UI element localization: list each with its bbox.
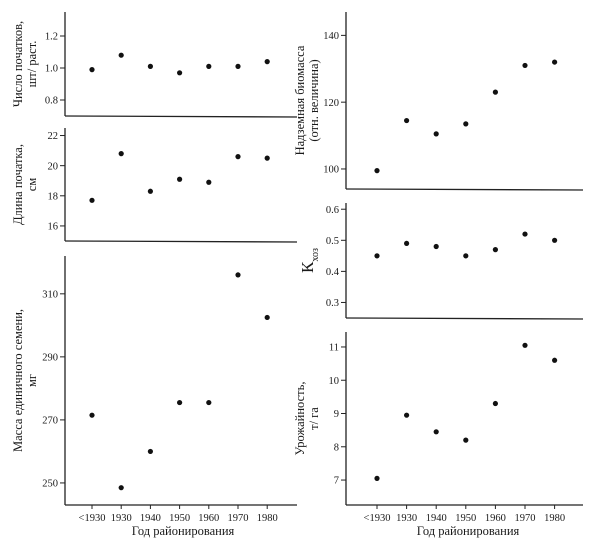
y-tick-label: 9 — [334, 409, 339, 420]
x-tick-label: 1940 — [426, 513, 447, 524]
x-tick-label: 1950 — [169, 513, 190, 524]
data-point — [206, 179, 212, 185]
data-point — [206, 399, 212, 406]
y-tick-label: 0.5 — [326, 236, 339, 247]
y-tick-label: 22 — [48, 131, 59, 142]
y-tick-label: 250 — [42, 479, 58, 490]
x-axis-line — [345, 188, 584, 191]
y-tick-label: 0.8 — [45, 96, 58, 107]
y-tick-label: 290 — [42, 353, 58, 364]
data-point — [404, 240, 410, 247]
y-tick-label: 0.3 — [326, 298, 339, 309]
x-tick-label: 1980 — [257, 513, 278, 524]
data-point — [177, 176, 183, 182]
data-point — [463, 437, 469, 443]
y-tick-label: 18 — [48, 192, 59, 203]
y-tick-label: 0.6 — [326, 205, 339, 216]
data-point — [404, 117, 410, 124]
data-point — [147, 188, 153, 194]
chart-panel-2: 16 18 20 22 Длина початка,см — [11, 128, 298, 243]
x-tick-label: 1930 — [396, 513, 417, 524]
data-point — [552, 237, 558, 243]
data-point — [552, 357, 558, 363]
y-tick-label: 16 — [48, 222, 59, 233]
data-point — [264, 314, 270, 321]
x-tick-label: <1930 — [79, 513, 106, 524]
data-point — [374, 168, 380, 174]
data-point — [118, 52, 124, 58]
data-point — [374, 475, 380, 481]
x-axis-line — [345, 317, 584, 320]
data-point — [89, 67, 95, 73]
y-axis-title: Кхоз — [298, 248, 321, 273]
data-point — [118, 485, 124, 491]
data-point — [264, 155, 270, 161]
y-tick-label: 8 — [334, 442, 339, 453]
data-point — [463, 121, 469, 127]
data-point — [374, 253, 380, 259]
y-tick-label: 310 — [42, 290, 58, 301]
data-point — [404, 412, 410, 418]
y-axis-title: Надземная биомасса(отн. величина) — [293, 45, 321, 155]
x-tick-label: 1970 — [515, 513, 536, 524]
data-point — [492, 400, 498, 407]
y-tick-label: 0.4 — [326, 267, 340, 278]
data-point — [147, 448, 153, 455]
x-axis-line — [64, 115, 298, 118]
data-point — [264, 59, 270, 65]
y-tick-label: 140 — [323, 31, 339, 42]
x-tick-label: 1980 — [544, 513, 565, 524]
y-tick-label: 10 — [329, 376, 340, 387]
data-point — [492, 89, 498, 95]
data-point — [206, 63, 212, 69]
data-point — [433, 243, 439, 250]
panels: 0.8 1.0 1.2 Число початков,шт/ раст. 16 18 20 2… — [11, 12, 584, 524]
data-point — [522, 342, 528, 348]
x-axis-title-left: Год районирования — [132, 524, 235, 538]
data-point — [463, 253, 469, 259]
data-point — [89, 197, 95, 203]
y-tick-label: 1.0 — [45, 64, 58, 75]
chart-panel-6: 7 8 9 10 11 <1930 1930 1940 1950 1960 1970 1980 Урож… — [293, 332, 583, 524]
x-tick-label: <1930 — [364, 513, 391, 524]
y-tick-label: 100 — [323, 165, 339, 176]
data-point — [177, 70, 183, 76]
data-point — [89, 412, 95, 418]
chart-panel-5: 0.3 0.4 0.5 0.6 Кхоз — [298, 203, 584, 320]
y-tick-label: 120 — [323, 98, 339, 109]
data-point — [177, 399, 183, 406]
y-axis-title: Длина початка,см — [11, 144, 39, 225]
x-tick-label: 1960 — [198, 513, 219, 524]
y-tick-label: 270 — [42, 416, 58, 427]
y-axis-title: Число початков,шт/ раст. — [11, 21, 39, 107]
x-tick-label: 1950 — [455, 513, 476, 524]
y-tick-label: 20 — [48, 161, 59, 172]
chart-panel-3: 250 270 290 310 <1930 1930 1940 1950 1960 1970 198… — [11, 256, 297, 524]
y-tick-label: 11 — [329, 343, 339, 354]
data-point — [235, 63, 241, 69]
x-tick-label: 1940 — [140, 513, 161, 524]
data-point — [522, 62, 528, 69]
y-tick-label: 1.2 — [45, 32, 58, 43]
data-point — [118, 151, 124, 157]
data-point — [235, 154, 241, 160]
x-axis-title-right: Год районирования — [417, 524, 520, 538]
x-tick-label: 1960 — [485, 513, 506, 524]
data-point — [433, 131, 439, 137]
chart-panel-1: 0.8 1.0 1.2 Число початков,шт/ раст. — [11, 12, 298, 118]
data-point — [552, 59, 558, 65]
y-tick-label: 7 — [334, 476, 339, 487]
data-point — [522, 231, 528, 237]
y-axis-title: Урожайность,т/ га — [293, 382, 321, 456]
data-point — [147, 63, 153, 69]
data-point — [492, 247, 498, 253]
data-point — [235, 272, 241, 278]
x-tick-label: 1930 — [111, 513, 132, 524]
x-axis-line — [64, 240, 298, 243]
x-tick-label: 1970 — [228, 513, 249, 524]
data-point — [433, 429, 439, 435]
y-axis-title: Масса единичного семени,мг — [11, 309, 39, 452]
